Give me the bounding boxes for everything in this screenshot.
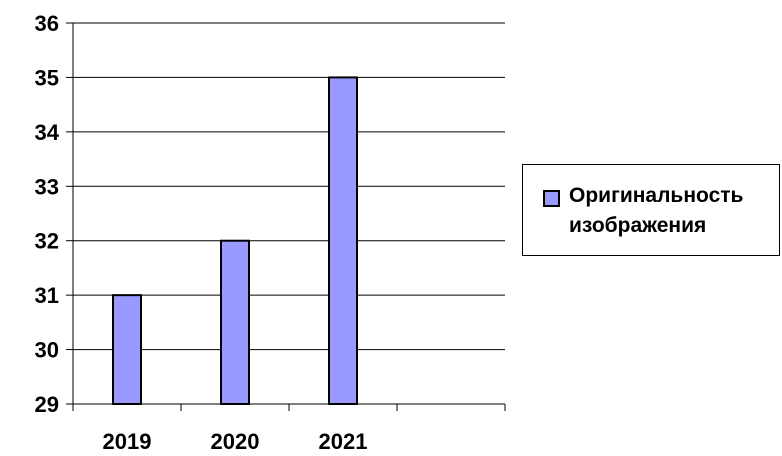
gridlines bbox=[73, 22, 505, 351]
x-tick-label: 2021 bbox=[319, 429, 368, 454]
y-tick-label: 36 bbox=[35, 11, 59, 36]
axes bbox=[66, 22, 506, 411]
y-tick-label: 35 bbox=[35, 65, 59, 90]
legend-swatch bbox=[543, 190, 560, 207]
x-tick-labels: 2019 2020 2021 bbox=[103, 429, 368, 454]
bar-2021 bbox=[328, 76, 358, 406]
y-tick-label: 33 bbox=[35, 174, 59, 199]
bar-2020 bbox=[220, 239, 250, 405]
y-tick-label: 32 bbox=[35, 229, 59, 254]
y-tick-label: 31 bbox=[35, 283, 59, 308]
y-tick-label: 29 bbox=[35, 392, 59, 417]
y-tick-label: 30 bbox=[35, 338, 59, 363]
bar-2019 bbox=[112, 294, 142, 405]
legend: Оригинальность изображения bbox=[522, 164, 780, 256]
y-tick-label: 34 bbox=[35, 120, 60, 145]
x-tick-label: 2020 bbox=[211, 429, 260, 454]
legend-label: Оригинальность изображения bbox=[569, 184, 744, 237]
y-tick-labels: 29 30 31 32 33 34 35 36 bbox=[35, 11, 60, 417]
x-tick-label: 2019 bbox=[103, 429, 152, 454]
